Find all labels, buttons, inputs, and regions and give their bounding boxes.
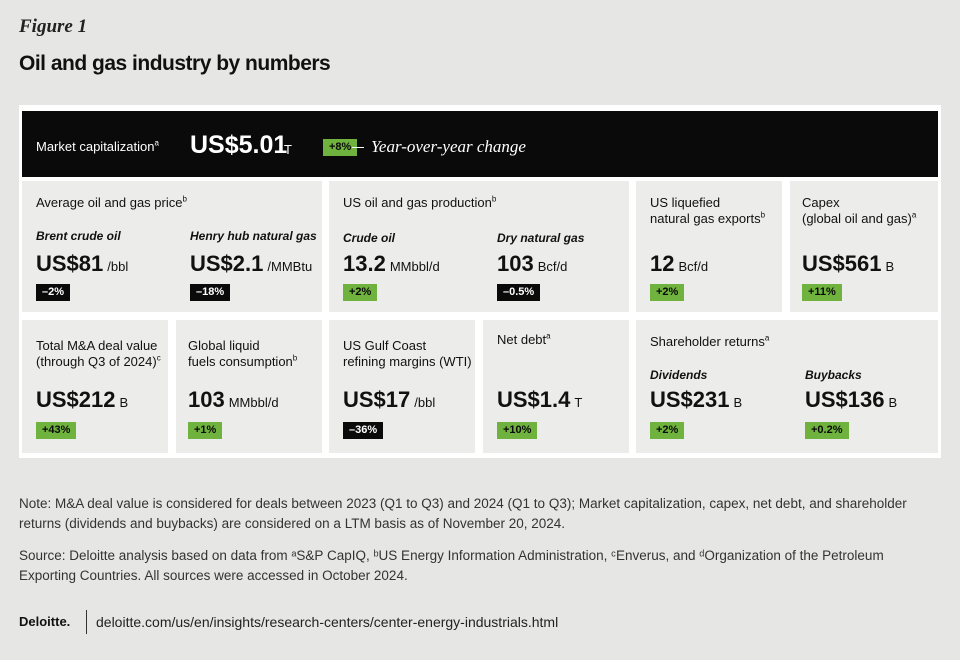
tile-ma-deal-value: Total M&A deal value (through Q3 of 2024)… (22, 320, 168, 453)
ma-change-badge: +43% (36, 422, 77, 439)
dividends-change-badge: +2% (650, 422, 685, 439)
crude-change-badge: +2% (343, 284, 378, 301)
refining-change-badge: –36% (343, 422, 384, 439)
yoy-caption: Year-over-year change (371, 137, 526, 156)
lng-change-badge: +2% (650, 284, 685, 301)
netdebt-change-badge: +10% (497, 422, 538, 439)
crude-label: Crude oil (343, 231, 396, 245)
tile-label: Global liquid fuels consumptionb (188, 338, 298, 369)
figure-label: Figure 1 (19, 16, 88, 37)
source-url-link[interactable]: deloitte.com/us/en/insights/research-cen… (96, 614, 559, 630)
dividends-label: Dividends (650, 368, 708, 382)
buybacks-label: Buybacks (805, 368, 862, 382)
tile-capex: Capex (global oil and gas)a US$561 B +11% (790, 181, 938, 312)
liquid-value: 103 MMbbl/d (188, 387, 279, 412)
market-cap-banner: Market capitalizationa US$5.01 T +8% Yea… (22, 111, 938, 177)
tile-label: Shareholder returnsa (650, 333, 770, 349)
tile-net-debt: Net debta US$1.4 T +10% (483, 320, 629, 453)
change-connector-line (352, 147, 364, 148)
infographic-panel: Market capitalizationa US$5.01 T +8% Yea… (19, 105, 941, 458)
dividends-value: US$231 B (650, 387, 743, 412)
market-cap-unit: T (284, 142, 292, 157)
tile-shareholder-returns: Shareholder returnsa Dividends US$231 B +… (636, 320, 938, 453)
tile-refining-margins: US Gulf Coast refining margins (WTI) US$1… (329, 320, 475, 453)
footer-divider (86, 610, 87, 634)
dry-gas-change-badge: –0.5% (497, 284, 541, 301)
dry-gas-label: Dry natural gas (497, 231, 585, 245)
buybacks-change-badge: +0.2% (805, 422, 849, 439)
market-cap-value: US$5.01 (190, 131, 288, 159)
brent-change-badge: –2% (36, 284, 71, 301)
tile-liquid-fuels: Global liquid fuels consumptionb 103 MMbbl… (176, 320, 322, 453)
lng-value: 12 Bcf/d (650, 251, 709, 276)
tile-lng-exports: US liquefied natural gas exportsb 12 Bcf/d… (636, 181, 782, 312)
tile-label: Capex (global oil and gas)a (802, 195, 917, 226)
liquid-change-badge: +1% (188, 422, 223, 439)
netdebt-value: US$1.4 T (497, 387, 583, 412)
deloitte-logo: Deloitte. (19, 614, 71, 629)
henry-value: US$2.1/MMBtu (190, 251, 313, 276)
tile-label: Total M&A deal value (through Q3 of 2024)… (36, 338, 161, 369)
crude-value: 13.2 MMbbl/d (343, 251, 440, 276)
henry-label: Henry hub natural gas (190, 229, 317, 243)
tile-us-production: US oil and gas productionb Crude oil 13.… (329, 181, 629, 312)
brent-value: US$81/bbl (36, 251, 129, 276)
figure-title: Oil and gas industry by numbers (19, 52, 331, 75)
dry-gas-value: 103 Bcf/d (497, 251, 568, 276)
tile-label: Net debta (497, 331, 551, 347)
buybacks-value: US$136 B (805, 387, 898, 412)
tile-label: Average oil and gas priceb (36, 194, 187, 210)
brent-label: Brent crude oil (36, 229, 121, 243)
tile-label: US oil and gas productionb (343, 194, 497, 210)
tile-average-price: Average oil and gas priceb Brent crude o… (22, 181, 322, 312)
tile-label: US liquefied natural gas exportsb (650, 195, 766, 226)
capex-change-badge: +11% (802, 284, 842, 301)
market-cap-change-badge: +8% (323, 139, 358, 156)
tile-label: US Gulf Coast refining margins (WTI) (343, 338, 472, 369)
market-cap-label: Market capitalizationa (36, 138, 159, 154)
refining-value: US$17/bbl (343, 387, 436, 412)
capex-value: US$561 B (802, 251, 895, 276)
footnote-note: Note: M&A deal value is considered for d… (19, 496, 907, 531)
ma-value: US$212 B (36, 387, 129, 412)
footnote-source: Source: Deloitte analysis based on data … (19, 548, 884, 583)
henry-change-badge: –18% (190, 284, 231, 301)
